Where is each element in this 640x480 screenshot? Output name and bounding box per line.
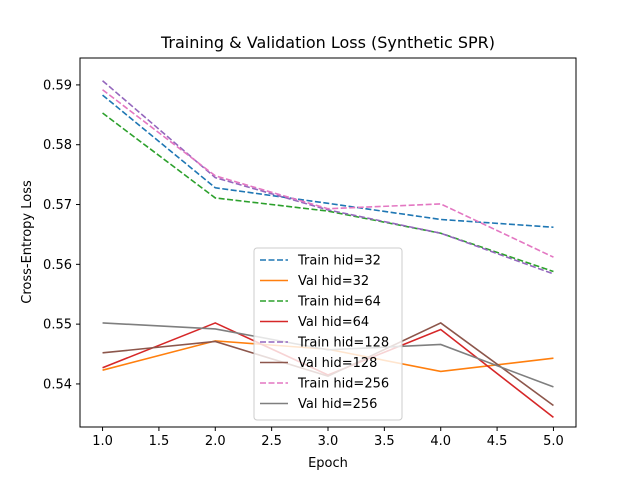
legend-label: Val hid=32 bbox=[298, 274, 369, 289]
x-tick-label: 3.5 bbox=[374, 434, 395, 449]
x-axis-title: Epoch bbox=[308, 456, 348, 471]
x-tick-label: 1.0 bbox=[92, 434, 113, 449]
y-axis-title: Cross-Entropy Loss bbox=[20, 180, 35, 304]
x-tick-label: 1.5 bbox=[149, 434, 170, 449]
legend-label: Val hid=256 bbox=[298, 397, 377, 412]
legend-label: Train hid=128 bbox=[297, 336, 389, 351]
y-tick-label: 0.54 bbox=[43, 377, 72, 392]
legend-label: Val hid=128 bbox=[298, 356, 377, 371]
x-tick-label: 2.5 bbox=[261, 434, 282, 449]
x-tick-label: 5.0 bbox=[543, 434, 564, 449]
series-line-6 bbox=[102, 89, 554, 258]
y-tick-label: 0.58 bbox=[43, 138, 72, 153]
y-axis: 0.54 0.55 0.56 0.57 0.58 0.59 bbox=[43, 78, 80, 392]
y-tick-label: 0.56 bbox=[43, 258, 72, 273]
series-line-4 bbox=[102, 80, 554, 275]
legend-label: Train hid=256 bbox=[297, 377, 389, 392]
x-axis: 1.0 1.5 2.0 2.5 3.0 3.5 4.0 4.5 5.0 bbox=[92, 427, 564, 449]
legend: Train hid=32 Val hid=32 Train hid=64 Val hi… bbox=[253, 247, 403, 421]
y-tick-label: 0.57 bbox=[43, 198, 72, 213]
legend-box bbox=[253, 247, 403, 421]
x-tick-label: 3.0 bbox=[318, 434, 339, 449]
y-tick-label: 0.59 bbox=[43, 78, 72, 93]
legend-label: Train hid=32 bbox=[297, 254, 381, 269]
x-tick-label: 4.0 bbox=[430, 434, 451, 449]
series-line-0 bbox=[102, 94, 554, 229]
x-tick-label: 4.5 bbox=[487, 434, 508, 449]
y-tick-label: 0.55 bbox=[43, 318, 72, 333]
chart-title: Training & Validation Loss (Synthetic SP… bbox=[160, 33, 495, 52]
x-tick-label: 2.0 bbox=[205, 434, 226, 449]
legend-label: Val hid=64 bbox=[298, 315, 369, 330]
legend-label: Train hid=64 bbox=[297, 295, 381, 310]
